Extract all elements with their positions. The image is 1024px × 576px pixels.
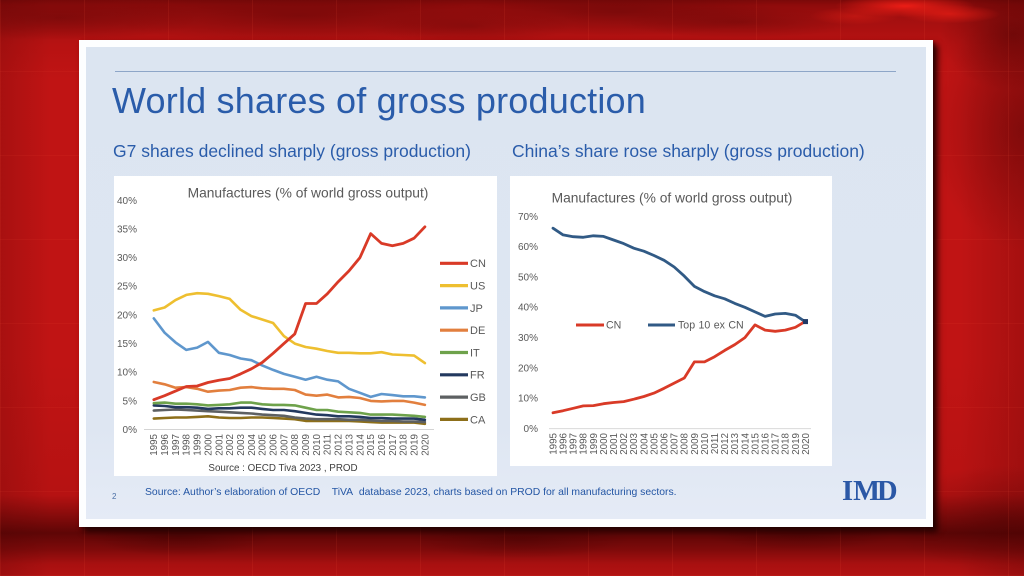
svg-text:2003: 2003 (236, 433, 247, 455)
svg-text:2001: 2001 (214, 434, 225, 456)
svg-text:2000: 2000 (599, 432, 610, 454)
svg-text:40%: 40% (518, 303, 538, 314)
svg-text:1997: 1997 (569, 433, 580, 455)
svg-text:2016: 2016 (377, 433, 388, 455)
svg-text:2000: 2000 (203, 433, 214, 455)
svg-text:2012: 2012 (334, 434, 345, 456)
svg-text:DE: DE (470, 325, 485, 337)
svg-text:60%: 60% (518, 242, 538, 253)
svg-text:1995: 1995 (149, 433, 160, 455)
svg-text:2012: 2012 (720, 433, 731, 455)
svg-text:US: US (470, 281, 485, 293)
svg-text:Top 10 ex CN: Top 10 ex CN (678, 320, 744, 332)
svg-text:1999: 1999 (193, 434, 204, 456)
svg-text:2008: 2008 (680, 432, 691, 454)
svg-text:30%: 30% (117, 253, 137, 264)
svg-text:2018: 2018 (781, 432, 792, 454)
svg-text:1996: 1996 (559, 432, 570, 454)
svg-text:2014: 2014 (355, 433, 366, 455)
svg-text:25%: 25% (117, 282, 137, 293)
svg-text:1995: 1995 (548, 432, 559, 454)
svg-text:0%: 0% (524, 424, 539, 435)
svg-text:Source : OECD Tiva 2023 , PROD: Source : OECD Tiva 2023 , PROD (208, 463, 357, 474)
svg-text:2006: 2006 (660, 432, 671, 454)
svg-text:2015: 2015 (750, 432, 761, 454)
svg-text:1998: 1998 (579, 432, 590, 454)
svg-text:2014: 2014 (740, 432, 751, 454)
svg-text:GB: GB (470, 392, 486, 404)
svg-text:15%: 15% (117, 339, 137, 350)
svg-text:CN: CN (470, 258, 486, 270)
svg-text:2020: 2020 (801, 432, 812, 454)
svg-text:10%: 10% (518, 394, 538, 405)
svg-text:2005: 2005 (258, 433, 269, 455)
svg-text:2017: 2017 (388, 434, 399, 456)
svg-text:2004: 2004 (247, 433, 258, 455)
svg-text:2013: 2013 (344, 433, 355, 455)
svg-text:10%: 10% (117, 368, 137, 379)
svg-text:2001: 2001 (609, 433, 620, 455)
svg-text:2011: 2011 (323, 434, 334, 455)
svg-text:2020: 2020 (420, 433, 431, 455)
svg-text:35%: 35% (117, 225, 137, 236)
svg-text:2016: 2016 (761, 432, 772, 454)
svg-text:2019: 2019 (791, 433, 802, 455)
svg-text:2007: 2007 (670, 433, 681, 455)
svg-text:2007: 2007 (279, 434, 290, 456)
svg-text:CA: CA (470, 414, 486, 426)
svg-text:2008: 2008 (290, 433, 301, 455)
svg-text:2004: 2004 (639, 432, 650, 454)
svg-text:2017: 2017 (771, 433, 782, 455)
svg-text:1999: 1999 (589, 433, 600, 455)
svg-text:FR: FR (470, 370, 485, 382)
svg-text:JP: JP (470, 303, 483, 315)
svg-text:1998: 1998 (182, 433, 193, 455)
svg-text:70%: 70% (518, 212, 538, 223)
svg-text:5%: 5% (123, 396, 138, 407)
svg-text:2010: 2010 (312, 433, 323, 455)
svg-text:2010: 2010 (700, 432, 711, 454)
svg-text:2019: 2019 (410, 434, 421, 456)
svg-text:2018: 2018 (399, 433, 410, 455)
svg-text:0%: 0% (123, 425, 138, 436)
svg-text:CN: CN (606, 320, 621, 332)
svg-text:30%: 30% (518, 333, 538, 344)
svg-text:2013: 2013 (730, 432, 741, 454)
svg-text:1997: 1997 (171, 434, 182, 456)
svg-text:2009: 2009 (301, 434, 312, 456)
svg-text:Manufactures (% of world gross: Manufactures (% of world gross output) (552, 191, 793, 206)
svg-text:2006: 2006 (269, 433, 280, 455)
svg-text:2011: 2011 (710, 433, 721, 454)
svg-text:2002: 2002 (225, 434, 236, 456)
svg-text:2009: 2009 (690, 433, 701, 455)
svg-text:Manufactures (% of world gross: Manufactures (% of world gross output) (188, 186, 429, 201)
svg-text:2015: 2015 (366, 433, 377, 455)
svg-text:1996: 1996 (160, 433, 171, 455)
svg-text:50%: 50% (518, 272, 538, 283)
svg-text:40%: 40% (117, 196, 137, 207)
svg-text:20%: 20% (117, 310, 137, 321)
svg-text:IT: IT (470, 347, 480, 359)
svg-text:2005: 2005 (649, 432, 660, 454)
svg-text:2002: 2002 (619, 433, 630, 455)
svg-text:2003: 2003 (629, 432, 640, 454)
svg-text:20%: 20% (518, 363, 538, 374)
